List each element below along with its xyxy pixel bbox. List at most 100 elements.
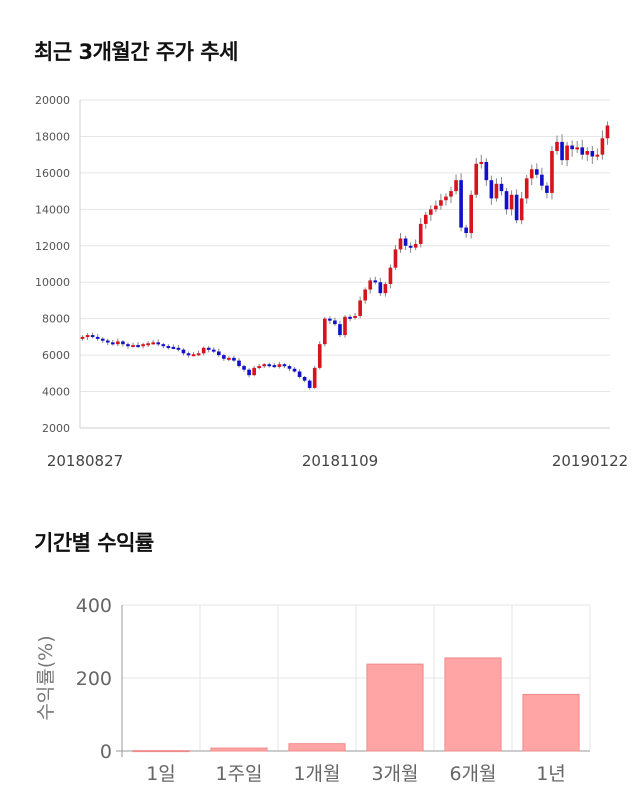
candle-body — [585, 151, 590, 155]
candle-body — [141, 344, 145, 347]
y-tick-label: 12000 — [35, 240, 70, 253]
candle-body — [570, 145, 574, 150]
candle-body — [343, 316, 347, 336]
candle-body — [444, 196, 448, 201]
x-tick-label: 6개월 — [449, 763, 496, 785]
candle-body — [232, 357, 236, 361]
candle-body — [262, 364, 267, 367]
candle-body — [292, 368, 297, 372]
candle-body — [540, 174, 544, 186]
candle-body — [464, 227, 468, 234]
candle-body — [100, 338, 105, 341]
candle-body — [459, 180, 463, 228]
candle-body — [600, 138, 605, 155]
candle-body — [166, 346, 171, 348]
candle-body — [186, 353, 191, 356]
candle-body — [418, 223, 423, 244]
candle-body — [312, 367, 317, 388]
candle-body — [191, 354, 196, 357]
candle-body — [519, 198, 524, 221]
y-tick-label: 2000 — [42, 422, 70, 435]
candle-body — [302, 376, 307, 381]
candle-body — [524, 178, 529, 199]
candle-body — [105, 340, 110, 343]
x-tick-label: 1개월 — [293, 763, 340, 785]
candle-body — [555, 141, 559, 152]
candle-body — [176, 347, 181, 350]
candle-body — [307, 380, 312, 388]
candle-body — [439, 200, 443, 206]
candle-body — [595, 154, 600, 157]
candle-body — [277, 364, 282, 367]
candle-body — [504, 191, 509, 210]
candle-body — [287, 366, 292, 369]
candle-body — [252, 367, 256, 376]
candle-body — [494, 183, 499, 199]
candle-body — [181, 349, 186, 354]
candle-body — [126, 344, 130, 347]
candle-body — [211, 349, 216, 352]
candle-body — [267, 364, 272, 367]
y-axis-label: 수익률(%) — [35, 635, 57, 720]
candle-body — [247, 369, 251, 376]
candle-body — [136, 345, 140, 348]
x-tick-label: 20181109 — [302, 452, 378, 470]
candle-body — [363, 289, 368, 301]
candle-body — [95, 336, 100, 339]
candle-body — [116, 341, 120, 345]
returns-title: 기간별 수익률 — [34, 531, 154, 555]
candle-body — [121, 341, 125, 345]
candle-body — [489, 180, 494, 199]
candle-body — [550, 151, 554, 193]
candle-body — [90, 335, 95, 338]
y-tick-label: 0 — [100, 741, 112, 763]
candle-body — [469, 194, 474, 234]
candle-body — [575, 147, 580, 150]
candle-body — [408, 245, 413, 248]
x-tick-label: 3개월 — [371, 763, 418, 785]
y-tick-label: 6000 — [42, 349, 70, 362]
candle-body — [201, 347, 206, 354]
candle-body — [383, 284, 388, 294]
candle-body — [368, 280, 373, 290]
y-tick-label: 200 — [76, 668, 112, 690]
candle-body — [499, 183, 504, 192]
candle-body — [388, 267, 393, 285]
candle-body — [80, 336, 85, 339]
candle-body — [560, 141, 564, 161]
candle-body — [297, 371, 302, 377]
candle-body — [317, 344, 322, 368]
candle-body — [423, 214, 428, 224]
candle-body — [146, 343, 150, 346]
candle-body — [479, 161, 484, 164]
return-bar — [522, 693, 580, 752]
candle-body — [378, 282, 383, 294]
candle-body — [348, 316, 352, 319]
candle-body — [333, 320, 337, 325]
return-bar — [288, 743, 346, 752]
candle-body — [242, 366, 246, 370]
y-tick-label: 400 — [76, 595, 112, 617]
return-bar — [444, 657, 502, 752]
candle-body — [393, 249, 398, 268]
candle-body — [171, 346, 176, 349]
candle-body — [413, 243, 418, 248]
candle-body — [545, 185, 549, 193]
candle-body — [605, 125, 610, 139]
candle-body — [398, 238, 403, 250]
candle-body — [565, 145, 569, 161]
candle-body — [272, 365, 277, 368]
x-tick-label: 1주일 — [215, 763, 262, 785]
candle-body — [222, 355, 226, 359]
candle-body — [484, 161, 489, 181]
candle-body — [338, 324, 342, 336]
candle-body — [353, 315, 357, 318]
candle-body — [534, 169, 539, 175]
candle-body — [529, 169, 534, 179]
candle-body — [196, 353, 201, 356]
candlestick-chart: 20000 18000 16000 14000 12000 10000 8000 6000 40… — [35, 94, 628, 470]
candle-body — [434, 205, 438, 210]
y-tick-label: 10000 — [35, 276, 70, 289]
candle-body — [156, 342, 161, 345]
candle-body — [590, 151, 595, 157]
